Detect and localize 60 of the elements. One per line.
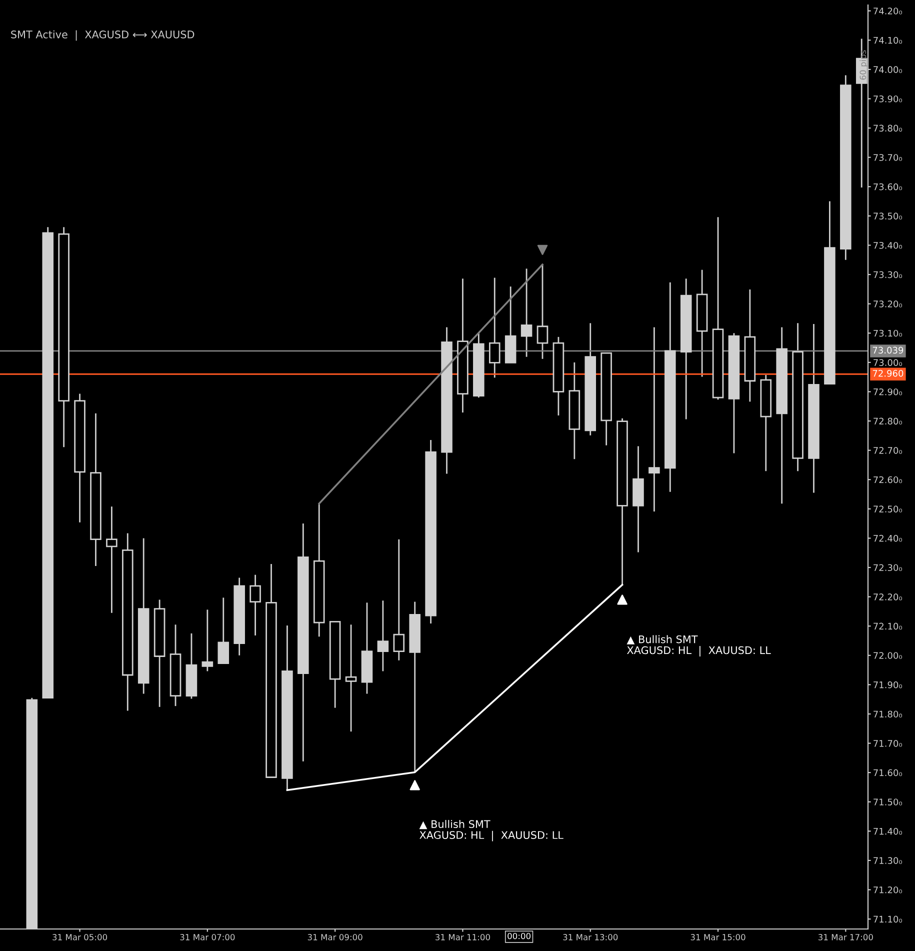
y-tick-label: 72.10₀ bbox=[874, 622, 902, 630]
candlestick bbox=[393, 538, 405, 662]
y-tick-label: 71.30₀ bbox=[874, 857, 902, 864]
x-tick-label: 31 Mar 09:00 bbox=[308, 934, 362, 940]
y-tick-label: 72.30₀ bbox=[874, 564, 902, 572]
y-tick-label: 73.70₀ bbox=[874, 154, 902, 161]
y-tick-label: 73.90₀ bbox=[874, 95, 902, 102]
y-tick-label: 73.80₀ bbox=[874, 124, 902, 132]
y-tick-label: 74.10₀ bbox=[874, 36, 902, 44]
candlestick bbox=[345, 624, 357, 732]
y-tick-label: 71.50₀ bbox=[874, 798, 902, 806]
candlestick bbox=[377, 600, 389, 672]
ref-line-label: 73.039 bbox=[872, 346, 904, 354]
y-tick-label: 71.80₀ bbox=[874, 710, 902, 718]
y-tick-label: 72.40₀ bbox=[874, 534, 902, 542]
y-tick-label: 72.20₀ bbox=[874, 594, 902, 600]
candlestick bbox=[536, 264, 548, 360]
x-tick-label: 31 Mar 05:00 bbox=[52, 934, 108, 940]
x-tick-label: 31 Mar 15:00 bbox=[690, 934, 746, 940]
y-tick-label: 74.20₀ bbox=[874, 8, 902, 14]
ref-line-label: 72.960 bbox=[872, 370, 904, 377]
y-tick-label: 71.10₀ bbox=[874, 916, 902, 923]
y-tick-label: 71.20₀ bbox=[874, 886, 902, 894]
annotation: ▲ Bullish SMT XAGUSD: HL | XAUUSD: LL bbox=[419, 820, 564, 842]
candlestick bbox=[202, 608, 214, 672]
y-tick-label: 71.90₀ bbox=[874, 681, 902, 688]
candlestick bbox=[106, 506, 118, 614]
y-tick-label: 72.70₀ bbox=[874, 447, 902, 454]
x-tick-label: 31 Mar 07:00 bbox=[180, 934, 235, 940]
y-tick-label: 72.90₀ bbox=[874, 388, 902, 396]
annotation: 60 pips bbox=[860, 50, 868, 80]
y-tick-label: 73.10₀ bbox=[874, 330, 902, 337]
text: SMT Active | XAGUSD ⟷ XAUUSD bbox=[11, 30, 194, 41]
y-tick-label: 72.60₀ bbox=[874, 476, 902, 484]
candlestick bbox=[218, 596, 230, 664]
point bbox=[410, 780, 420, 790]
y-tick-label: 71.60₀ bbox=[874, 769, 902, 776]
candlestick bbox=[520, 268, 532, 358]
y-tick-label: 73.50₀ bbox=[874, 212, 902, 220]
x-tick-label: 31 Mar 13:00 bbox=[563, 934, 618, 940]
y-tick-label: 74.00₀ bbox=[874, 66, 902, 74]
y-tick-label: 73.30₀ bbox=[874, 271, 902, 278]
candlestick bbox=[250, 574, 261, 636]
y-tick-label: 72.80₀ bbox=[874, 418, 902, 425]
y-tick-label: 73.40₀ bbox=[874, 242, 902, 249]
candlestick bbox=[648, 326, 660, 512]
point bbox=[617, 594, 628, 605]
candlestick bbox=[488, 277, 500, 378]
y-tick-label: 72.00₀ bbox=[874, 652, 902, 659]
x-tick-label: 31 Mar 11:00 bbox=[436, 934, 490, 940]
y-tick-label: 71.70₀ bbox=[874, 740, 902, 747]
y-tick-label: 71.40₀ bbox=[874, 828, 902, 835]
x-tick-label: 31 Mar 17:00 bbox=[818, 934, 873, 940]
y-tick-label: 73.00₀ bbox=[874, 359, 902, 366]
annotation: ▲ Bullish SMT XAGUSD: HL | XAUUSD: LL bbox=[626, 635, 771, 656]
text: 00:00 bbox=[508, 932, 531, 940]
point bbox=[537, 244, 548, 255]
y-tick-label: 73.60₀ bbox=[874, 183, 902, 190]
y-tick-label: 73.20₀ bbox=[874, 300, 902, 308]
y-tick-label: 72.50₀ bbox=[874, 506, 902, 512]
